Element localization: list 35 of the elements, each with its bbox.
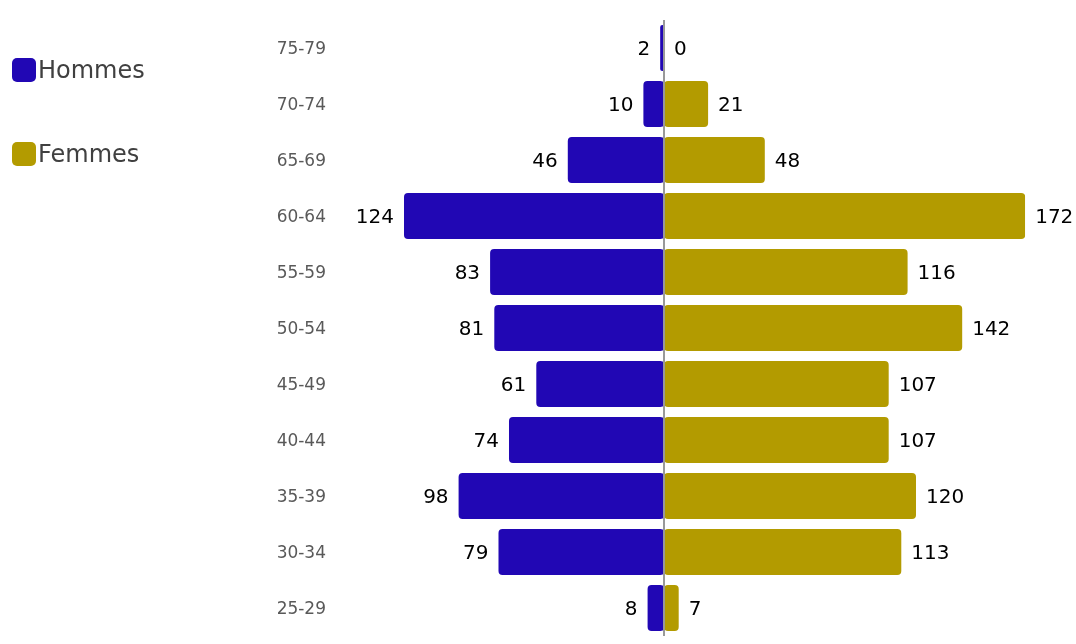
data-label: 7 [688,595,702,620]
data-label: 107 [898,372,937,396]
data-label: 2 [637,36,650,61]
data-label: 61 [500,372,526,396]
data-label: 113 [911,539,950,564]
data-label: 120 [925,483,965,508]
data-label: 81 [458,316,484,340]
data-label: 8 [624,595,638,620]
data-label: 98 [422,484,449,508]
data-label: 142 [972,316,1011,340]
data-label: 83 [454,260,480,284]
y-tick-label: 35-39 [276,486,326,507]
legend-label: Femmes [37,139,141,170]
data-label: 21 [718,92,744,117]
legend-label: Hommes [37,55,145,86]
y-tick-label: 75-79 [276,38,326,59]
data-label: 74 [473,428,499,452]
y-tick-label: 30-34 [276,542,326,563]
data-label: 0 [674,36,687,61]
data-label: 124 [355,204,394,228]
data-label: 10 [607,92,633,116]
data-label: 48 [774,148,801,172]
data-label: 172 [1035,204,1074,228]
y-tick-label: 25-29 [276,598,326,619]
y-tick-label: 45-49 [276,374,326,395]
data-label: 107 [898,428,937,452]
y-tick-label: 50-54 [276,318,326,339]
data-label: 116 [917,260,956,284]
y-tick-label: 65-69 [276,150,326,171]
data-label: 79 [462,539,489,564]
y-tick-label: 70-74 [276,94,326,115]
y-tick-label: 40-44 [276,430,326,451]
data-label: 46 [531,148,558,172]
y-tick-label: 55-59 [276,262,326,283]
y-tick-label: 60-64 [276,206,326,227]
